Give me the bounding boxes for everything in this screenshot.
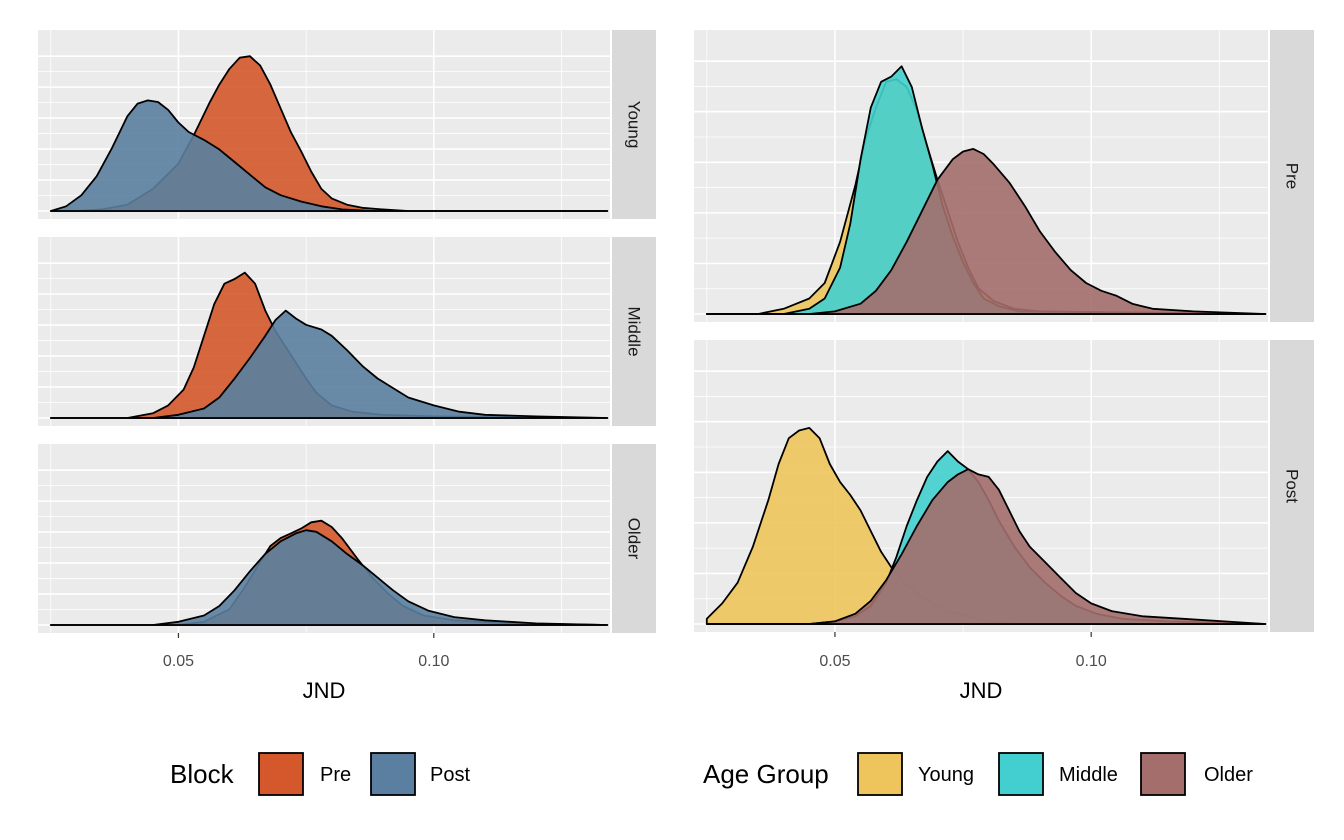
density-post [49,99,609,212]
legend-swatch-older [1140,752,1186,796]
strip-label-older: Older [625,518,644,560]
panel-young: Young [38,30,656,219]
legend-swatch-pre [258,752,304,796]
strip-label-middle: Middle [625,306,644,356]
legend-title: Age Group [703,759,829,789]
x-axis-title: JND [960,678,1003,703]
strip-background [612,237,656,426]
x-tick-label: 0.05 [163,653,194,670]
legend: Age Group Young Middle Older [703,752,1253,796]
x-tick-label: 0.10 [418,653,449,670]
density-post [49,529,609,626]
panel-middle: Middle [38,237,656,426]
chart-2: Pre Post 0.05 0.10 JND Age Group Young Middle Ol… [694,30,1314,796]
legend-label-young: Young [918,764,974,786]
legend-label-post: Post [430,764,470,786]
legend-label-middle: Middle [1059,764,1118,786]
legend-title: Block [170,759,235,789]
strip-label-young: Young [625,101,644,149]
strip-background [612,30,656,219]
density-post [49,309,609,419]
x-axis-title: JND [303,678,346,703]
legend-swatch-middle [998,752,1044,796]
strip-label-pre: Pre [1283,163,1302,189]
chart-1: Young Middle Older 0.05 0.10 JND Block Pre Post [38,30,656,796]
x-tick-label: 0.10 [1076,653,1107,670]
legend: Block Pre Post [170,752,470,796]
density-older [705,148,1267,315]
strip-label-post: Post [1283,469,1302,503]
strip-background [1270,30,1314,322]
panel-older: Older [38,444,656,633]
legend-swatch-post [370,752,416,796]
legend-label-pre: Pre [320,764,351,786]
density-older [705,468,1267,625]
strip-background [1270,340,1314,632]
panel-pre: Pre [694,30,1314,322]
x-tick-label: 0.05 [819,653,850,670]
panel-post: Post [694,340,1314,632]
legend-swatch-young [857,752,903,796]
strip-background [612,444,656,633]
legend-label-older: Older [1204,764,1253,786]
